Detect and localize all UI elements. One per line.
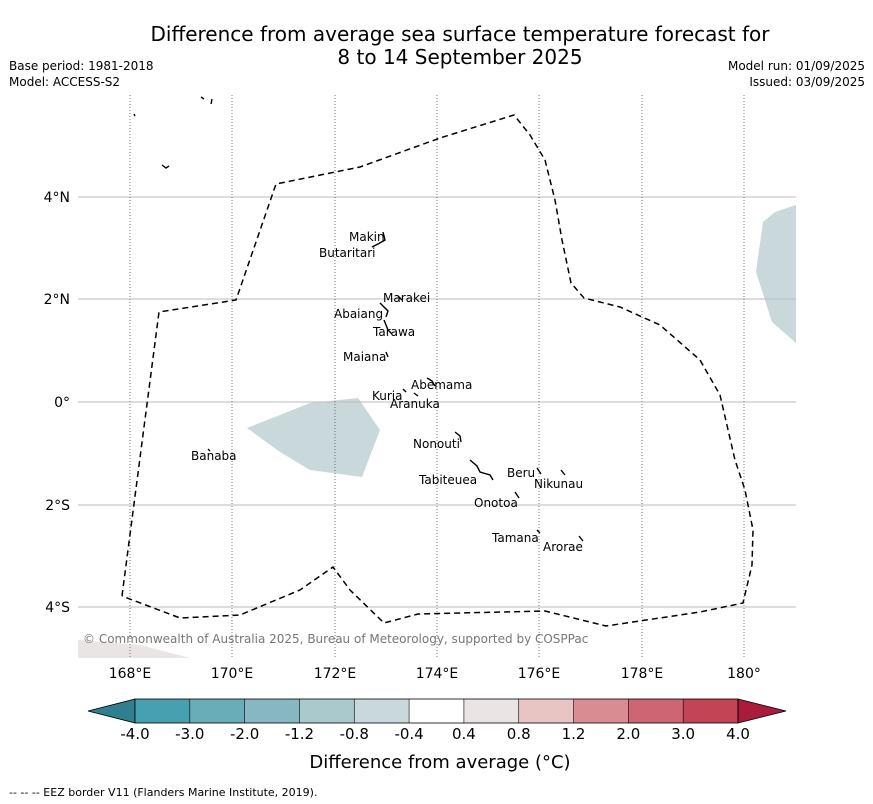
island-label-tamana: Tamana [491,531,539,545]
colorbar-swatch [409,699,464,723]
anomaly-patch-corner [78,640,190,658]
eez-footnote: -- -- -- EEZ border V11 (Flanders Marine… [9,786,318,799]
anomaly-patch-central [247,398,380,477]
island-label-maiana: Maiana [343,350,386,364]
island-label-nikunau: Nikunau [534,477,583,491]
y-tick-label-4n: 4°N [44,190,70,206]
x-tick-label-168e: 168°E [109,666,152,682]
colorbar-arrow-high [737,698,787,724]
island-label-kuria: Kuria [372,389,403,403]
island-label-abaiang: Abaiang [334,307,383,321]
colorbar-label: 4.0 [726,725,750,743]
island-label-nonouti: Nonouti [413,437,460,451]
x-tick-label-170e: 170°E [211,666,254,682]
x-tick-label-174e: 174°E [416,666,459,682]
colorbar-label: 3.0 [671,725,696,743]
island-label-beru: Beru [507,466,535,480]
colorbar-swatch [244,699,300,723]
copyright-notice: © Commonwealth of Australia 2025, Bureau… [83,632,589,646]
island-label-abemama: Abemama [411,378,472,392]
colorbar-swatch [683,699,738,723]
colorbar-swatch [518,699,574,723]
y-tick-label-4s: 4°S [45,600,70,616]
colorbar-label: 0.8 [506,725,531,743]
island-label-marakei: Marakei [383,291,430,305]
colorbar-swatch [573,699,629,723]
model-run: Model run: 01/09/2025 [727,59,865,73]
meridians [129,95,745,658]
island-label-butaritari: Butaritari [319,246,376,260]
title-line-1: Difference from average sea surface temp… [150,22,770,46]
island-marks [133,96,584,542]
eez-border [121,114,754,627]
colorbar-swatch [189,699,245,723]
colorbar-arrow-low [87,698,136,724]
colorbar-swatch [354,699,410,723]
y-tick-label-2n: 2°N [44,292,70,308]
colorbar-swatch [463,699,519,723]
colorbar-label: -0.4 [394,725,424,743]
x-tick-label-178e: 178°E [621,666,664,682]
colorbar-label: 1.2 [561,725,586,743]
colorbar-label: -3.0 [175,725,205,743]
base-period: Base period: 1981-2018 [9,59,154,73]
colorbar-swatch [628,699,684,723]
anomaly-patch-east [756,205,796,343]
colorbar-label: -1.2 [284,725,315,743]
x-tick-label-180: 180° [727,666,761,682]
issued-date: Issued: 03/09/2025 [749,75,865,89]
title-line-2: 8 to 14 September 2025 [337,45,583,69]
island-label-arorae: Arorae [543,540,583,554]
colorbar-label: 2.0 [616,725,641,743]
island-label-banaba: Banaba [191,449,237,463]
island-label-tabiteuea: Tabiteuea [418,473,477,487]
x-tick-label-172e: 172°E [314,666,357,682]
island-label-tarawa: Tarawa [372,325,415,339]
x-tick-label-176e: 176°E [518,666,561,682]
island-label-makin: Makin [349,230,385,244]
colorbar-label: 0.4 [451,725,476,743]
colorbar-label: -4.0 [120,725,150,743]
y-tick-label-2s: 2°S [45,498,70,514]
colorbar-label: -0.8 [339,725,369,743]
island-label-onotoa: Onotoa [474,496,518,510]
colorbar-title: Difference from average (°C) [309,752,571,773]
colorbar-swatch [299,699,355,723]
colorbar-outline [134,698,739,724]
y-tick-label-0: 0° [54,395,70,411]
colorbar [87,698,787,724]
colorbar-swatch [135,699,190,723]
colorbar-label: -2.0 [229,725,260,743]
model-name: Model: ACCESS-S2 [9,75,121,89]
island-label-aranuka: Aranuka [390,397,440,411]
